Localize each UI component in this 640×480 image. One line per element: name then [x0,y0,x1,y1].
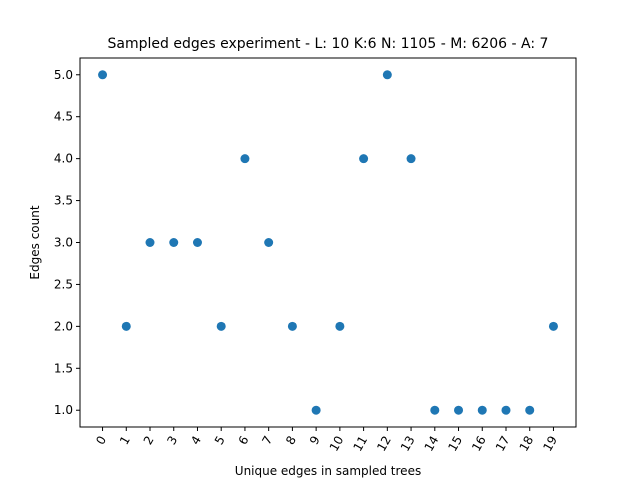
y-tick-label: 3.5 [54,194,73,208]
y-tick-label: 3.0 [54,236,73,250]
data-point [216,321,226,331]
x-tick-label: 10 [327,434,347,454]
x-tick-label: 19 [540,434,560,454]
y-tick-label: 4.5 [54,110,73,124]
data-point [548,321,558,331]
x-tick-label: 15 [445,434,465,454]
data-point [406,154,416,164]
data-point [430,405,440,415]
data-point [145,238,155,247]
data-point [98,70,108,80]
data-point [335,321,345,331]
y-tick-label: 1.0 [54,403,73,417]
y-tick-label: 1.5 [54,361,73,375]
x-tick-label: 11 [350,434,370,454]
data-point [240,154,250,164]
y-tick-label: 4.0 [54,152,73,166]
data-points [98,70,558,415]
x-tick-label: 13 [398,434,418,454]
y-tick-label: 2.0 [54,319,73,333]
data-point [121,321,131,331]
data-point [169,238,179,247]
data-point [525,405,535,415]
x-axis: 0 1 2 3 4 5 6 7 8 9 10 11 12 13 14 15 16 17 18 19 [93,427,560,454]
x-tick-label: 17 [493,434,513,454]
x-axis-label: Unique edges in sampled trees [235,464,421,478]
data-point [311,405,321,415]
data-point [477,405,487,415]
x-tick-label: 12 [374,434,394,454]
data-point [501,405,511,415]
data-point [264,238,274,247]
x-tick-label: 16 [469,434,489,454]
x-tick-label: 18 [517,434,537,454]
data-point [192,238,202,247]
chart-title: Sampled edges experiment - L: 10 K:6 N: … [108,36,549,52]
y-axis-label: Edges count [28,205,42,279]
y-axis: 1.0 1.5 2.0 2.5 3.0 3.5 4.0 4.5 5.0 [54,68,80,417]
y-tick-label: 5.0 [54,68,73,82]
data-point [454,405,464,415]
x-tick-label: 14 [422,434,442,454]
data-point [382,70,392,80]
data-point [359,154,369,164]
data-point [287,321,297,331]
y-tick-label: 2.5 [54,277,73,291]
